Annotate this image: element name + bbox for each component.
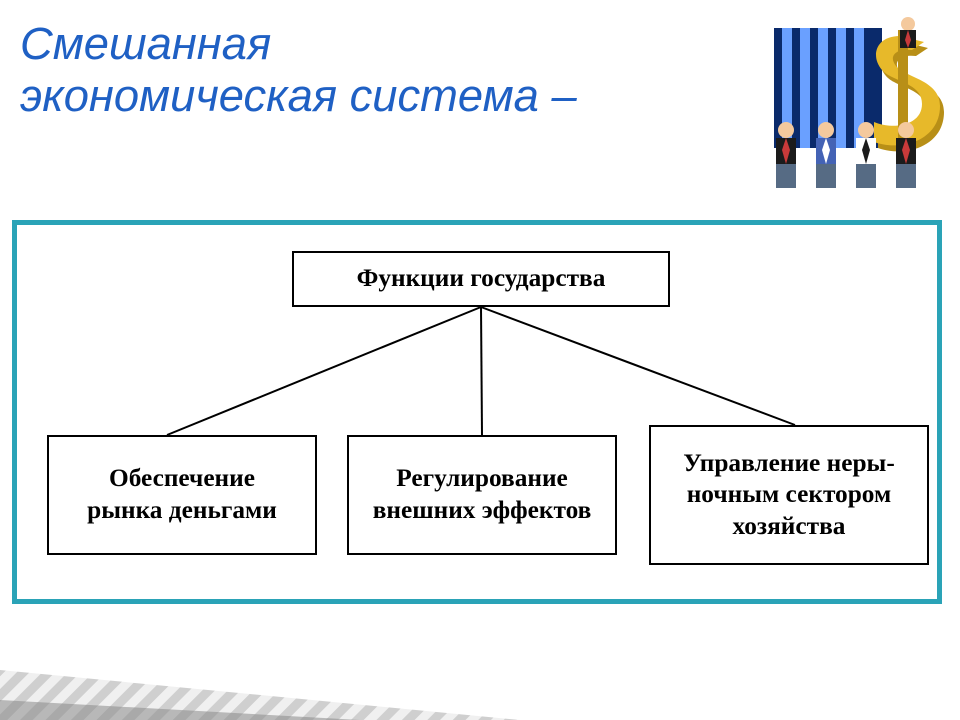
diagram-edge (167, 307, 481, 435)
clipart-svg (766, 16, 946, 196)
diagram-edge (481, 307, 795, 425)
diagram-node-c1: Обеспечение рынка деньгами (47, 435, 317, 555)
diagram-node-c2: Регулирование внешних эффектов (347, 435, 617, 555)
diagram-node-label: Обеспечение рынка деньгами (87, 463, 277, 526)
clipart-business-dollar (766, 16, 946, 196)
diagram-edge (481, 307, 482, 435)
footer-decoration (0, 600, 960, 720)
page-title: Смешанная экономическая система – (20, 18, 740, 122)
diagram-node-label: Регулирование внешних эффектов (373, 463, 592, 526)
diagram-node-label: Функции государства (357, 263, 606, 295)
page-title-text: Смешанная экономическая система – (20, 18, 577, 121)
diagram-node-root: Функции государства (292, 251, 670, 307)
diagram-frame: Функции государства Обеспечение рынка ден… (12, 220, 942, 604)
diagram-node-label: Управление неры- ночным сектором хозяйст… (683, 448, 895, 543)
diagram-node-c3: Управление неры- ночным сектором хозяйст… (649, 425, 929, 565)
